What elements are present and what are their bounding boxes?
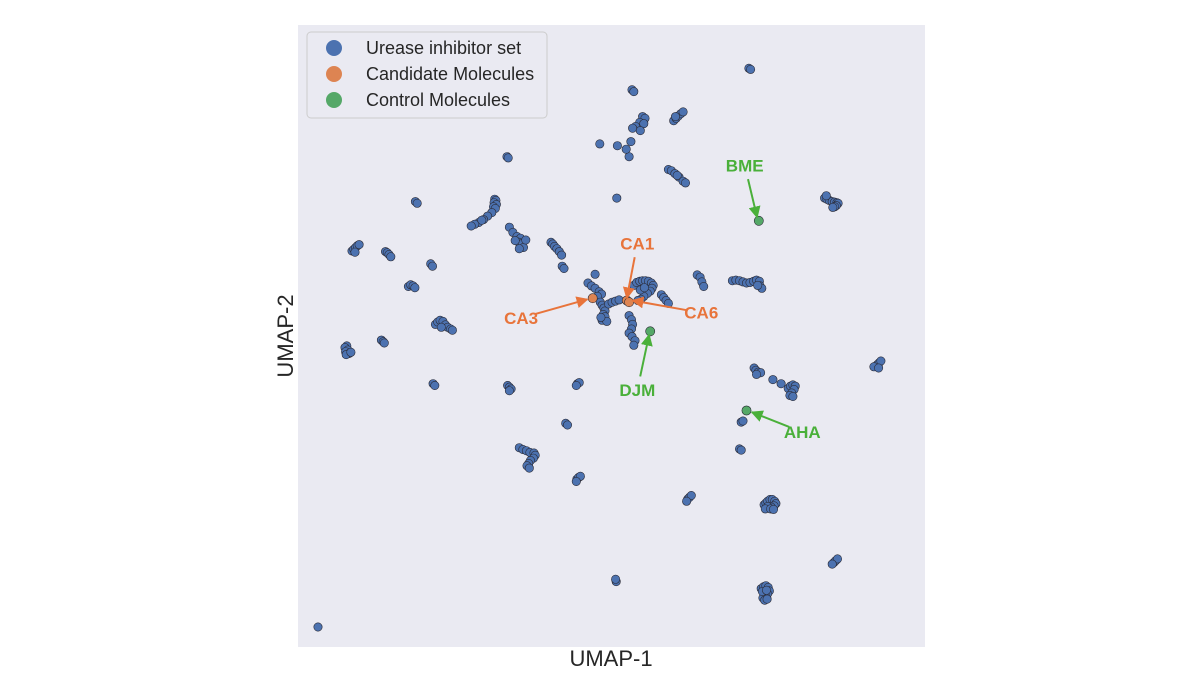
urease-point (776, 379, 786, 389)
points-layer (313, 63, 886, 632)
urease-point (768, 375, 778, 385)
urease-point (751, 369, 761, 379)
urease-point (629, 87, 639, 97)
urease-point (504, 386, 514, 396)
urease-point (628, 123, 638, 133)
annotation-label-aha: AHA (784, 423, 821, 442)
urease-point (768, 504, 778, 514)
urease-point (524, 463, 534, 473)
urease-point (521, 235, 531, 245)
x-axis-label: UMAP-1 (569, 646, 652, 671)
urease-point (678, 107, 688, 117)
urease-point (746, 64, 756, 74)
urease-point (629, 340, 639, 350)
urease-point (596, 312, 606, 322)
urease-point (410, 283, 420, 293)
urease-point (828, 202, 838, 212)
urease-point (430, 380, 440, 390)
candidate-point (624, 297, 634, 308)
annotation-arrow-aha (750, 410, 790, 428)
legend-marker-candidate (326, 66, 342, 82)
urease-point (557, 250, 567, 260)
urease-point (571, 476, 581, 486)
urease-point (571, 380, 581, 390)
urease-point (621, 144, 631, 154)
urease-point (686, 490, 696, 500)
legend-marker-urease (326, 40, 342, 56)
plot-area (298, 25, 925, 647)
control-point (741, 405, 752, 416)
urease-point (412, 198, 422, 208)
annotation-label-djm: DJM (619, 381, 655, 400)
urease-point (874, 363, 884, 373)
urease-point (427, 261, 437, 271)
urease-point (354, 240, 364, 250)
urease-point (514, 244, 524, 254)
urease-point (699, 281, 709, 291)
annotation-arrow-ca6 (631, 296, 688, 312)
urease-point (477, 215, 487, 225)
control-point (753, 215, 764, 226)
legend-label-control: Control Molecules (366, 90, 510, 110)
urease-point (379, 338, 389, 348)
annotation-label-ca3: CA3 (504, 309, 538, 328)
urease-point (672, 170, 682, 180)
legend-box (306, 31, 548, 119)
urease-point (510, 236, 520, 246)
urease-point (313, 622, 323, 632)
annotation-label-ca6: CA6 (684, 304, 718, 323)
annotation-label-bme: BME (726, 157, 764, 176)
annotation-label-ca1: CA1 (620, 235, 654, 254)
urease-point (612, 193, 622, 203)
annotation-layer: BME CA1 CA3 CA6 DJM AHA (504, 157, 821, 443)
annotation-arrow-bme (747, 178, 761, 219)
urease-point (761, 585, 771, 595)
legend: Urease inhibitor set Candidate Molecules… (306, 31, 548, 119)
urease-point (788, 391, 798, 401)
candidate-point (587, 293, 598, 304)
urease-point (559, 263, 569, 273)
annotation-arrow-ca3 (534, 296, 589, 316)
urease-point (736, 445, 746, 455)
urease-point (639, 283, 649, 293)
control-point (645, 326, 656, 337)
urease-point (611, 574, 621, 584)
urease-point (635, 126, 645, 136)
urease-point (738, 416, 748, 426)
urease-point (624, 152, 634, 162)
urease-point (595, 139, 605, 149)
urease-point (590, 269, 600, 279)
legend-marker-control (326, 92, 342, 108)
urease-point (436, 322, 446, 332)
urease-point (753, 280, 763, 290)
urease-point (612, 141, 622, 151)
legend-label-urease: Urease inhibitor set (366, 38, 521, 58)
urease-point (680, 178, 690, 188)
urease-point (503, 153, 513, 163)
urease-point (466, 221, 476, 231)
urease-point (827, 559, 837, 569)
urease-point (821, 191, 831, 201)
urease-point (670, 112, 680, 122)
legend-label-candidate: Candidate Molecules (366, 64, 534, 84)
urease-point (762, 594, 772, 604)
urease-point (350, 247, 360, 257)
urease-point (626, 137, 636, 147)
urease-point (346, 347, 356, 357)
y-axis-label: UMAP-2 (273, 294, 298, 377)
annotation-arrow-djm (639, 333, 653, 377)
urease-point (447, 325, 457, 335)
urease-point (682, 496, 692, 506)
annotation-arrow-ca1 (622, 257, 636, 300)
urease-point (562, 420, 572, 430)
urease-point (386, 252, 396, 262)
